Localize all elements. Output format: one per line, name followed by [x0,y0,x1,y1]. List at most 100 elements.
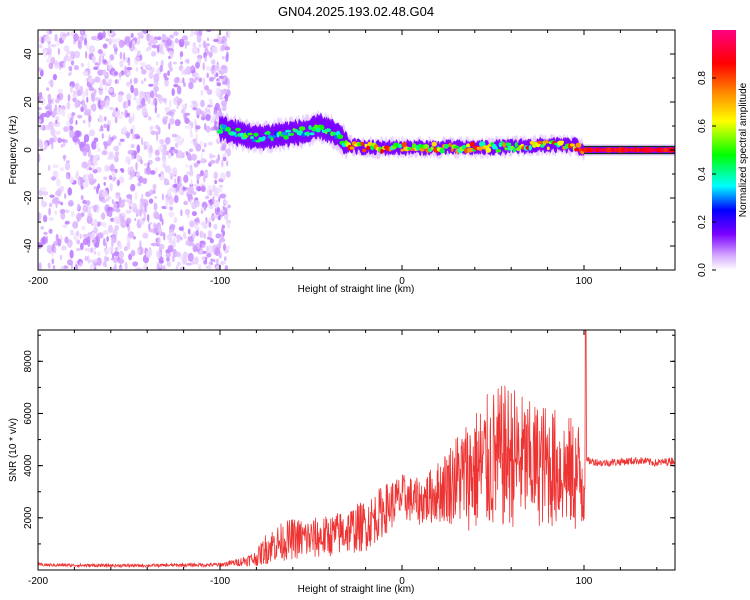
noise-blob [80,195,84,201]
noise-blob [158,267,162,270]
noise-blob [223,243,226,251]
snr-series-line [38,330,675,569]
noise-blob [128,41,132,49]
noise-blob [186,188,189,193]
noise-blob [202,77,206,86]
noise-blob [40,213,43,218]
noise-blob [77,114,83,119]
noise-blob [177,99,181,106]
noise-blob [203,205,206,212]
noise-blob [107,78,113,84]
noise-blob [64,139,68,144]
noise-blob [51,258,55,265]
noise-blob [105,85,108,92]
noise-blob [70,51,76,60]
noise-blob [135,162,138,171]
noise-blob [56,39,60,47]
noise-blob [98,55,102,65]
noise-blob [183,200,188,206]
noise-blob [63,154,66,162]
noise-blob [224,265,229,270]
noise-blob [155,156,161,162]
noise-blob [64,162,71,171]
noise-blob [204,56,207,63]
ridge-peak [430,146,434,151]
noise-blob [104,255,107,263]
noise-blob [132,112,135,122]
noise-blob [127,149,134,155]
noise-blob [167,152,172,159]
noise-blob [59,208,66,214]
noise-blob [59,254,63,260]
noise-blob [184,117,190,124]
ridge-peak [225,126,231,132]
noise-blob [207,245,214,254]
ridge-peak [467,147,474,153]
noise-blob [211,70,215,75]
noise-blob [213,259,216,263]
noise-blob [136,171,141,177]
noise-blob [195,108,202,116]
noise-blob [141,97,146,106]
noise-blob [151,44,158,49]
ridge-peak [337,134,344,140]
noise-blob [212,46,218,54]
snr-y-label: SNR (10 * v/v) [8,418,19,482]
ridge-peak [360,141,364,146]
noise-blob [191,64,195,71]
noise-blob [221,105,227,112]
noise-blob [68,72,72,76]
noise-blob [132,236,136,240]
noise-blob [220,228,224,233]
noise-blob [38,67,42,72]
noise-blob [179,38,185,48]
noise-blob [208,221,212,228]
noise-blob [102,230,109,235]
noise-blob [163,72,168,79]
noise-blob [169,173,174,180]
noise-blob [137,32,144,37]
x-tick-label: -200 [28,576,48,587]
noise-blob [130,143,135,149]
noise-blob [201,110,205,119]
figure-title: GN04.2025.193.02.48.G04 [278,4,434,19]
noise-blob [216,207,220,213]
noise-blob [105,242,108,248]
noise-blob [98,128,104,132]
noise-blob [42,191,49,196]
noise-blob [109,107,114,111]
noise-blob [101,150,108,156]
noise-blob [40,97,46,106]
noise-blob [193,218,199,223]
noise-blob [173,97,179,104]
noise-blob [93,250,97,255]
noise-blob [124,261,128,270]
noise-blob [92,218,98,227]
noise-blob [71,112,76,116]
noise-blob [94,62,100,66]
noise-blob [121,111,124,115]
noise-blob [196,173,200,182]
noise-blob [192,243,196,248]
noise-blob [154,195,158,200]
noise-blob [175,265,179,270]
noise-blob [192,42,196,48]
noise-blob [134,47,137,52]
noise-blob [54,33,58,42]
noise-blob [118,250,124,259]
noise-blob [126,241,131,250]
noise-blob [66,31,70,36]
noise-blob [117,94,123,103]
noise-blob [208,230,212,238]
noise-blob [141,193,144,203]
snr-x-ticks: -200 -100 0 100 [28,330,658,587]
noise-blob [70,60,75,66]
noise-blob [117,141,122,147]
noise-blob [93,89,97,94]
ridge-peak [366,145,370,151]
noise-blob [163,144,167,152]
ridge-peak [574,147,579,152]
noise-blob [149,144,153,154]
noise-blob [187,252,194,262]
snr-frame [37,329,676,571]
